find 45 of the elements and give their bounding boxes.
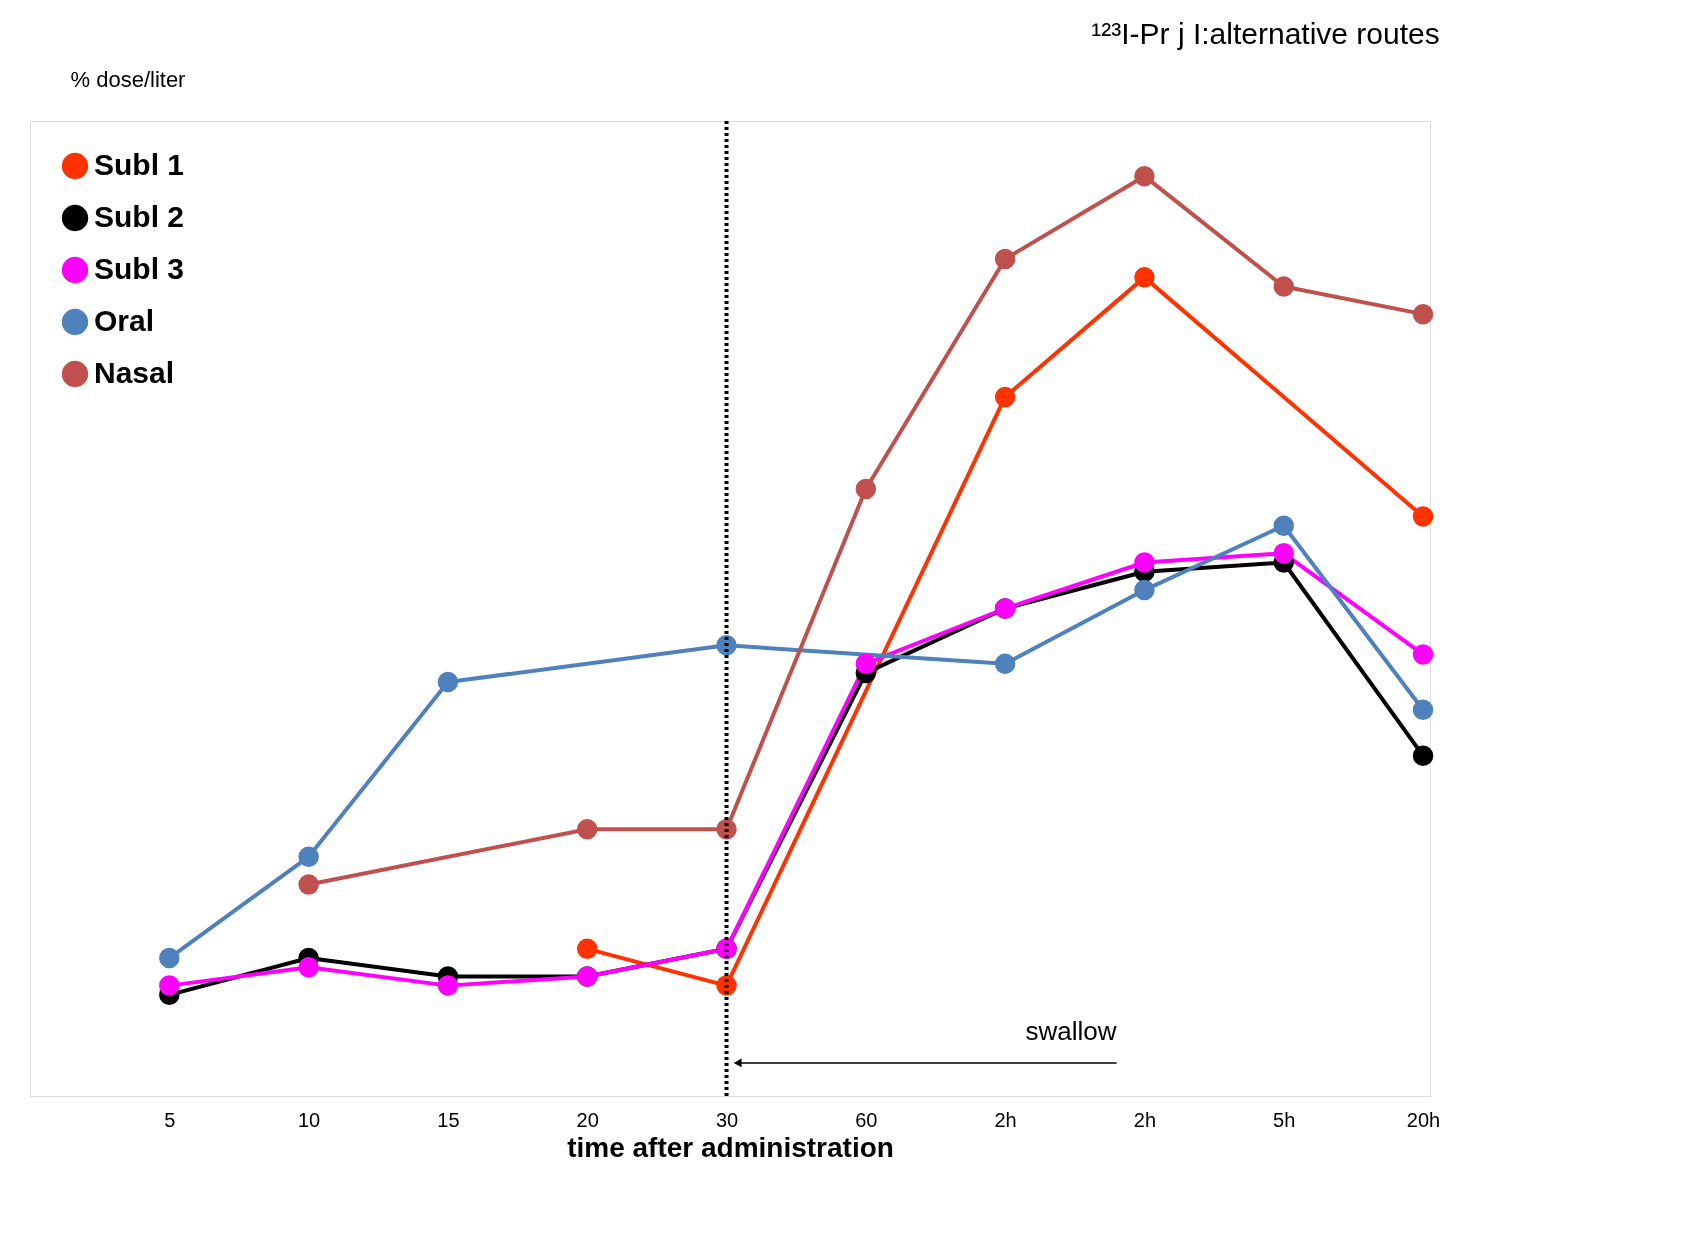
y-axis-title: % dose/liter: [70, 66, 186, 92]
point: [437, 975, 459, 996]
point: [1412, 303, 1434, 325]
point: [1134, 165, 1155, 187]
point: [1412, 699, 1434, 720]
point: [576, 938, 598, 960]
x-axis-title: time after administration: [567, 1131, 894, 1163]
point: [1412, 644, 1434, 665]
x-tick-label: 20: [576, 1108, 599, 1131]
annotation: swallow: [1025, 1015, 1117, 1046]
x-tick-label: 15: [437, 1108, 460, 1131]
legend-label: Nasal: [94, 356, 175, 389]
point: [1273, 276, 1294, 297]
point: [298, 874, 319, 895]
point: [298, 957, 319, 978]
x-tick-label: 10: [297, 1108, 321, 1131]
legend-label: Subl 1: [94, 148, 185, 181]
x-tick-label: 30: [715, 1108, 739, 1131]
point: [855, 478, 877, 500]
point: [1134, 267, 1155, 288]
point: [1273, 543, 1294, 564]
point: [1412, 745, 1434, 766]
point: [994, 386, 1016, 408]
point: [159, 975, 180, 996]
x-tick-label: 2h: [1133, 1108, 1157, 1131]
point: [1134, 552, 1155, 573]
legend-label: Oral: [94, 304, 155, 337]
x-tick-label: 60: [855, 1108, 878, 1131]
point: [437, 671, 459, 693]
point: [159, 947, 180, 969]
point: [994, 248, 1016, 270]
x-tick-label: 5h: [1273, 1108, 1296, 1131]
x-tick-label: 20h: [1406, 1108, 1441, 1131]
point: [1412, 506, 1434, 527]
chart-title: ¹²³I-Pr j I:alternative routes: [1091, 17, 1440, 50]
point: [298, 846, 319, 868]
legend-label: Subl 3: [94, 252, 185, 285]
x-tick-label: 5: [164, 1108, 176, 1131]
point: [576, 819, 598, 840]
x-tick-label: 2h: [994, 1108, 1017, 1131]
point: [1273, 515, 1294, 536]
legend-label: Subl 2: [94, 200, 185, 233]
point: [994, 653, 1016, 674]
point: [1134, 579, 1155, 601]
point: [855, 653, 877, 674]
